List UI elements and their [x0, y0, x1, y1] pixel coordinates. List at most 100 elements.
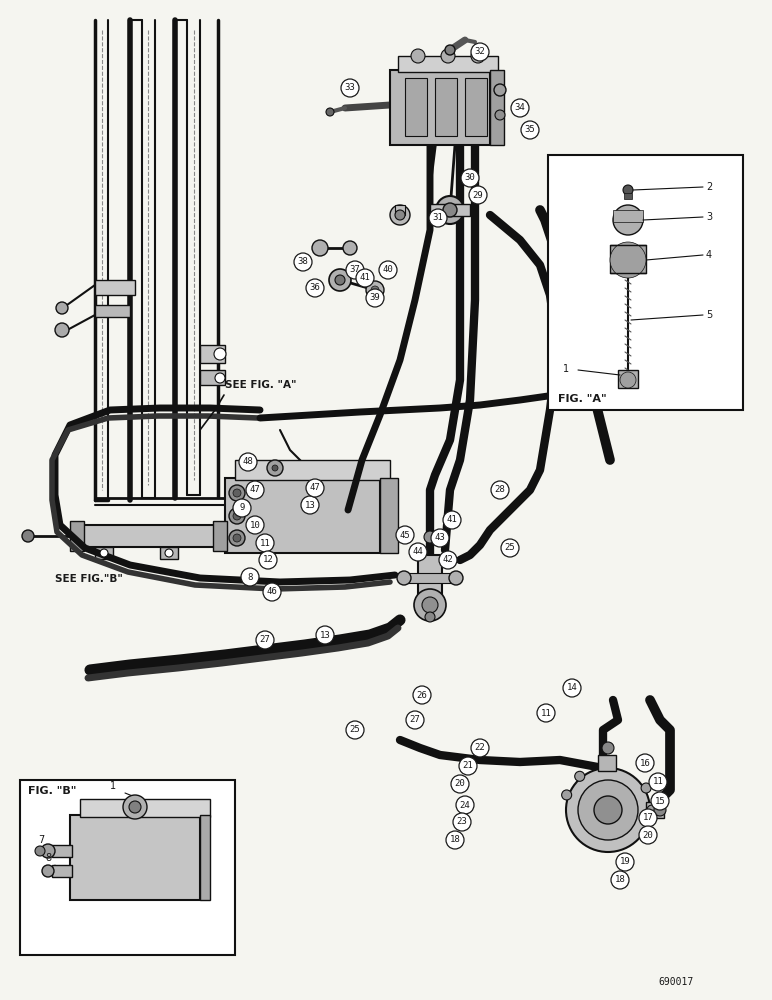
Circle shape — [414, 589, 446, 621]
Circle shape — [521, 121, 539, 139]
Circle shape — [424, 531, 436, 543]
Circle shape — [511, 99, 529, 117]
Bar — [395, 205, 405, 215]
Text: 20: 20 — [455, 780, 466, 788]
Bar — [598, 755, 616, 771]
Text: 46: 46 — [266, 587, 277, 596]
Text: 18: 18 — [615, 876, 625, 884]
Text: 18: 18 — [449, 836, 460, 844]
Circle shape — [229, 508, 245, 524]
Bar — [70, 521, 84, 551]
Text: 2: 2 — [706, 182, 713, 192]
Circle shape — [620, 372, 636, 388]
Circle shape — [471, 739, 489, 757]
Bar — [52, 845, 72, 857]
Bar — [200, 370, 225, 385]
Text: SEE FIG."B": SEE FIG."B" — [55, 574, 123, 584]
Text: 20: 20 — [642, 830, 653, 840]
Bar — [646, 802, 664, 818]
Text: 37: 37 — [350, 265, 361, 274]
Bar — [405, 78, 427, 136]
Bar — [430, 204, 470, 216]
Circle shape — [411, 49, 425, 63]
Circle shape — [239, 453, 257, 471]
Circle shape — [441, 49, 455, 63]
Text: 26: 26 — [417, 690, 428, 700]
Circle shape — [272, 465, 278, 471]
Circle shape — [397, 571, 411, 585]
Circle shape — [233, 499, 251, 517]
Circle shape — [371, 286, 379, 294]
Text: 7: 7 — [38, 835, 44, 845]
Bar — [610, 245, 646, 273]
Text: 32: 32 — [475, 47, 486, 56]
Bar — [213, 521, 227, 551]
Text: 5: 5 — [706, 310, 713, 320]
Circle shape — [129, 801, 141, 813]
Bar — [465, 78, 487, 136]
Text: 1: 1 — [563, 364, 569, 374]
Circle shape — [329, 269, 351, 291]
Bar — [95, 305, 130, 317]
Circle shape — [453, 813, 471, 831]
Circle shape — [246, 481, 264, 499]
Circle shape — [647, 805, 657, 815]
Circle shape — [594, 796, 622, 824]
Circle shape — [413, 686, 431, 704]
Circle shape — [233, 534, 241, 542]
Circle shape — [494, 84, 506, 96]
Bar — [390, 70, 490, 145]
Text: 15: 15 — [655, 796, 665, 806]
Circle shape — [316, 626, 334, 644]
Circle shape — [267, 460, 283, 476]
Circle shape — [256, 534, 274, 552]
Text: SEE FIG. "A": SEE FIG. "A" — [225, 380, 296, 390]
Circle shape — [578, 780, 638, 840]
Circle shape — [449, 571, 463, 585]
Circle shape — [312, 240, 328, 256]
Text: 10: 10 — [249, 520, 260, 530]
Circle shape — [406, 711, 424, 729]
Circle shape — [613, 205, 643, 235]
Circle shape — [654, 804, 666, 816]
Text: 24: 24 — [459, 800, 470, 810]
Circle shape — [229, 530, 245, 546]
Text: 41: 41 — [447, 516, 457, 524]
Text: 31: 31 — [432, 214, 443, 223]
Circle shape — [409, 543, 427, 561]
Circle shape — [461, 169, 479, 187]
Circle shape — [22, 530, 34, 542]
Text: 11: 11 — [652, 778, 663, 786]
Circle shape — [602, 742, 614, 754]
Circle shape — [294, 253, 312, 271]
Text: 42: 42 — [442, 556, 453, 564]
Text: 8: 8 — [247, 572, 252, 582]
Circle shape — [256, 631, 274, 649]
Text: 39: 39 — [370, 294, 381, 302]
Text: 17: 17 — [642, 814, 653, 822]
Circle shape — [471, 43, 489, 61]
Circle shape — [436, 196, 464, 224]
Circle shape — [636, 754, 654, 772]
Text: 30: 30 — [465, 174, 476, 182]
Circle shape — [35, 846, 45, 856]
Text: 35: 35 — [525, 125, 535, 134]
Text: 14: 14 — [567, 684, 577, 692]
Bar — [548, 155, 743, 410]
Text: 45: 45 — [400, 530, 411, 540]
Circle shape — [429, 209, 447, 227]
Circle shape — [259, 551, 277, 569]
Bar — [380, 478, 398, 553]
Text: 43: 43 — [435, 534, 445, 542]
Text: 41: 41 — [360, 273, 371, 282]
Text: 8: 8 — [45, 853, 51, 863]
Text: 36: 36 — [310, 284, 320, 292]
Circle shape — [566, 768, 650, 852]
Bar — [618, 370, 638, 388]
Circle shape — [611, 871, 629, 889]
Text: FIG. "B": FIG. "B" — [28, 786, 76, 796]
Circle shape — [241, 568, 259, 586]
Text: 16: 16 — [640, 758, 650, 768]
Text: 38: 38 — [298, 257, 308, 266]
Circle shape — [456, 796, 474, 814]
